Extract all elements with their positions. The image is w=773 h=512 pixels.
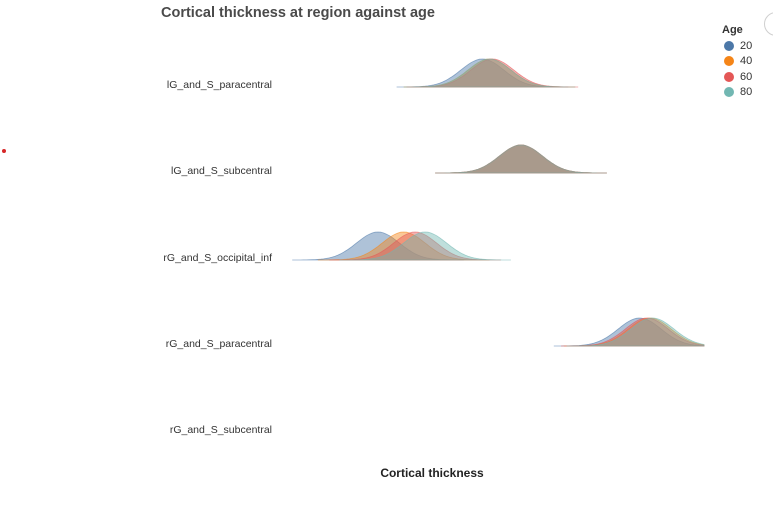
region-label: lG_and_S_subcentral xyxy=(171,165,272,177)
legend-title: Age xyxy=(722,24,743,36)
legend-item-60[interactable]: 60 xyxy=(722,69,752,85)
legend-swatch xyxy=(724,87,734,98)
legend-swatch xyxy=(724,71,734,82)
x-axis-label: Cortical thickness xyxy=(380,466,484,480)
legend: Age 20 40 60 80 xyxy=(722,24,752,100)
density-ridge-40 xyxy=(317,231,490,261)
density-ridge-20 xyxy=(396,58,569,88)
legend-item-20[interactable]: 20 xyxy=(722,38,752,54)
region-label: lG_and_S_paracentral xyxy=(167,79,272,91)
chart-title: Cortical thickness at region against age xyxy=(161,5,435,21)
legend-label: 20 xyxy=(740,39,753,52)
legend-swatch xyxy=(724,56,734,67)
density-ridge-80 xyxy=(435,144,607,174)
density-ridge-80 xyxy=(566,317,705,347)
density-ridge-60 xyxy=(329,231,501,261)
legend-item-80[interactable]: 80 xyxy=(722,85,752,101)
cursor-dot xyxy=(2,149,6,153)
legend-swatch xyxy=(724,40,734,51)
region-label: rG_and_S_subcentral xyxy=(170,424,272,436)
legend-label: 60 xyxy=(740,70,753,83)
legend-label: 40 xyxy=(740,55,753,68)
region-label: rG_and_S_occipital_inf xyxy=(163,252,272,264)
legend-item-40[interactable]: 40 xyxy=(722,54,752,70)
legend-label: 80 xyxy=(740,86,753,99)
region-label: rG_and_S_paracentral xyxy=(166,338,272,350)
density-ridge-80 xyxy=(339,231,511,261)
density-ridge-80 xyxy=(403,58,576,88)
